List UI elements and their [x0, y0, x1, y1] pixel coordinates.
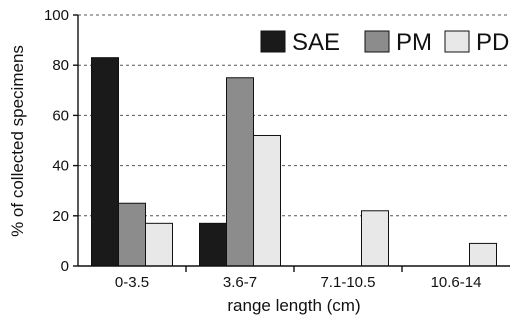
- grid-lines: [78, 14, 510, 217]
- legend-label-sae: SAE: [292, 29, 340, 56]
- x-axis-title: range length (cm): [227, 296, 360, 315]
- y-tick-label-40: 40: [52, 158, 69, 175]
- x-tick-labels: 0-3.5 3.6-7 7.1-10.5 10.6-14: [115, 274, 482, 291]
- y-tick-label-0: 0: [61, 258, 69, 275]
- y-tick-labels: 0 20 40 60 80 100: [44, 7, 69, 275]
- legend-swatch-sae: [260, 30, 286, 53]
- legend-label-pd: PD: [476, 29, 509, 56]
- axes: [73, 14, 510, 272]
- x-tick-label-2: 7.1-10.5: [320, 274, 375, 291]
- bar-sae-1: [199, 222, 227, 267]
- bar-pd-3: [469, 242, 497, 267]
- x-tick-label-3: 10.6-14: [431, 274, 482, 291]
- bar-pd-2: [361, 210, 389, 267]
- x-tick-label-1: 3.6-7: [223, 274, 257, 291]
- y-tick-label-80: 80: [52, 57, 69, 74]
- y-tick-label-60: 60: [52, 107, 69, 124]
- legend: SAE PM PD: [260, 29, 509, 56]
- bar-pm-0: [118, 202, 146, 267]
- bars: [91, 57, 497, 267]
- bar-pm-1: [226, 77, 254, 267]
- y-tick-label-20: 20: [52, 208, 69, 225]
- x-tick-label-0: 0-3.5: [115, 274, 149, 291]
- y-tick-label-100: 100: [44, 7, 69, 24]
- bar-pd-1: [253, 134, 281, 267]
- bar-sae-0: [91, 57, 119, 267]
- y-axis-title: % of collected specimens: [8, 45, 27, 237]
- bar-pd-0: [145, 222, 173, 267]
- legend-swatch-pd: [444, 30, 470, 53]
- legend-swatch-pm: [364, 30, 390, 53]
- legend-label-pm: PM: [396, 29, 432, 56]
